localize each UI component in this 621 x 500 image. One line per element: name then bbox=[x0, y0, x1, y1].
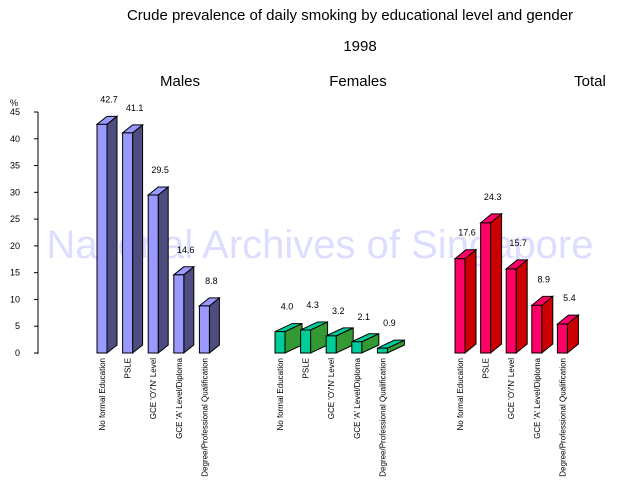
y-tick-label: 15 bbox=[10, 268, 20, 278]
category-label: GCE 'A' Level/Diploma bbox=[533, 357, 542, 438]
data-label: 14.6 bbox=[177, 245, 195, 255]
data-label: 24.3 bbox=[484, 192, 502, 202]
bar bbox=[95, 115, 119, 355]
category-label: Degree/Professional Qualification bbox=[200, 358, 209, 477]
bar bbox=[325, 327, 354, 354]
category-label: No formal Education bbox=[456, 358, 465, 430]
bar-front bbox=[96, 123, 108, 354]
y-tick-label: 10 bbox=[10, 294, 20, 304]
series-males: Males 42.7 No formal Education 41.1 PSLE 29.5… bbox=[95, 73, 221, 477]
y-tick-label: 35 bbox=[10, 161, 20, 171]
bar bbox=[172, 265, 196, 355]
bar-front bbox=[531, 304, 543, 354]
chart-title: Crude prevalence of daily smoking by edu… bbox=[127, 7, 573, 24]
y-axis-label: % bbox=[10, 98, 18, 108]
bar-front bbox=[376, 347, 388, 354]
bar bbox=[351, 332, 380, 354]
data-label: 17.6 bbox=[458, 228, 476, 238]
category-label: PSLE bbox=[124, 358, 133, 378]
bar bbox=[504, 258, 529, 355]
bar bbox=[146, 185, 170, 355]
data-label: 4.0 bbox=[281, 302, 294, 312]
bar-side bbox=[541, 295, 554, 355]
data-label: 41.1 bbox=[126, 103, 144, 113]
bar-front bbox=[505, 268, 517, 354]
bar bbox=[376, 339, 405, 354]
bar bbox=[274, 322, 303, 354]
data-label: 42.7 bbox=[100, 94, 118, 104]
group-title: Total bbox=[574, 73, 606, 90]
data-label: 5.4 bbox=[563, 293, 576, 303]
bar bbox=[555, 314, 580, 355]
y-tick-label: 0 bbox=[15, 348, 20, 358]
bar-side bbox=[157, 185, 169, 355]
bar-side bbox=[106, 115, 118, 355]
bar-front bbox=[147, 194, 159, 354]
category-label: PSLE bbox=[302, 358, 311, 378]
bar-side bbox=[490, 212, 503, 355]
bar-front bbox=[122, 132, 134, 354]
y-tick-label: 20 bbox=[10, 241, 20, 251]
y-tick-label: 30 bbox=[10, 187, 20, 197]
category-label: PSLE bbox=[482, 358, 491, 378]
category-label: GCE 'O'/'N' Level bbox=[507, 358, 516, 419]
bar bbox=[300, 321, 329, 354]
category-label: No formal Education bbox=[276, 358, 285, 430]
group-title: Males bbox=[160, 73, 200, 90]
data-label: 29.5 bbox=[151, 165, 169, 175]
bar bbox=[479, 212, 504, 355]
bar-side bbox=[132, 123, 144, 355]
bar-front bbox=[274, 331, 286, 354]
bar-front bbox=[454, 258, 466, 354]
bar-side bbox=[464, 248, 477, 355]
bar-front bbox=[480, 222, 492, 354]
data-label: 8.9 bbox=[538, 274, 551, 284]
bar-side bbox=[208, 296, 220, 355]
y-tick-label: 40 bbox=[10, 134, 20, 144]
series-total: Total 17.6 No formal Education 24.3 PSLE 15.7… bbox=[453, 73, 606, 477]
bar-front bbox=[351, 341, 363, 354]
data-label: 0.9 bbox=[383, 318, 396, 328]
data-label: 4.3 bbox=[306, 300, 319, 310]
chart-subtitle: 1998 bbox=[343, 38, 376, 55]
bar-front bbox=[300, 329, 312, 354]
group-title: Females bbox=[329, 73, 387, 90]
series-females: Females 4.0 No formal Education 4.3 PSLE 3.2 G… bbox=[274, 73, 405, 477]
bar-front bbox=[556, 323, 568, 354]
bar-side bbox=[183, 265, 195, 355]
data-label: 3.2 bbox=[332, 306, 345, 316]
bar bbox=[197, 296, 221, 355]
y-tick-label: 25 bbox=[10, 214, 20, 224]
category-label: GCE 'A' Level/Diploma bbox=[353, 357, 362, 438]
bar-front bbox=[325, 335, 337, 354]
data-label: 15.7 bbox=[509, 238, 527, 248]
bar-front bbox=[173, 274, 185, 354]
bar bbox=[453, 248, 478, 355]
category-label: GCE 'A' Level/Diploma bbox=[175, 357, 184, 438]
y-tick-label: 45 bbox=[10, 107, 20, 117]
category-label: GCE 'O'/'N' Level bbox=[149, 358, 158, 419]
category-label: Degree/Professional Qualification bbox=[378, 358, 387, 477]
data-label: 2.1 bbox=[358, 312, 371, 322]
y-tick-label: 5 bbox=[15, 321, 20, 331]
bar bbox=[121, 123, 145, 355]
data-label: 8.8 bbox=[205, 276, 218, 286]
category-label: No formal Education bbox=[98, 358, 107, 430]
bar bbox=[530, 295, 555, 355]
category-label: GCE 'O'/'N' Level bbox=[327, 358, 336, 419]
bar-side bbox=[515, 258, 528, 355]
category-label: Degree/Professional Qualification bbox=[558, 358, 567, 477]
bar-front bbox=[198, 305, 210, 354]
